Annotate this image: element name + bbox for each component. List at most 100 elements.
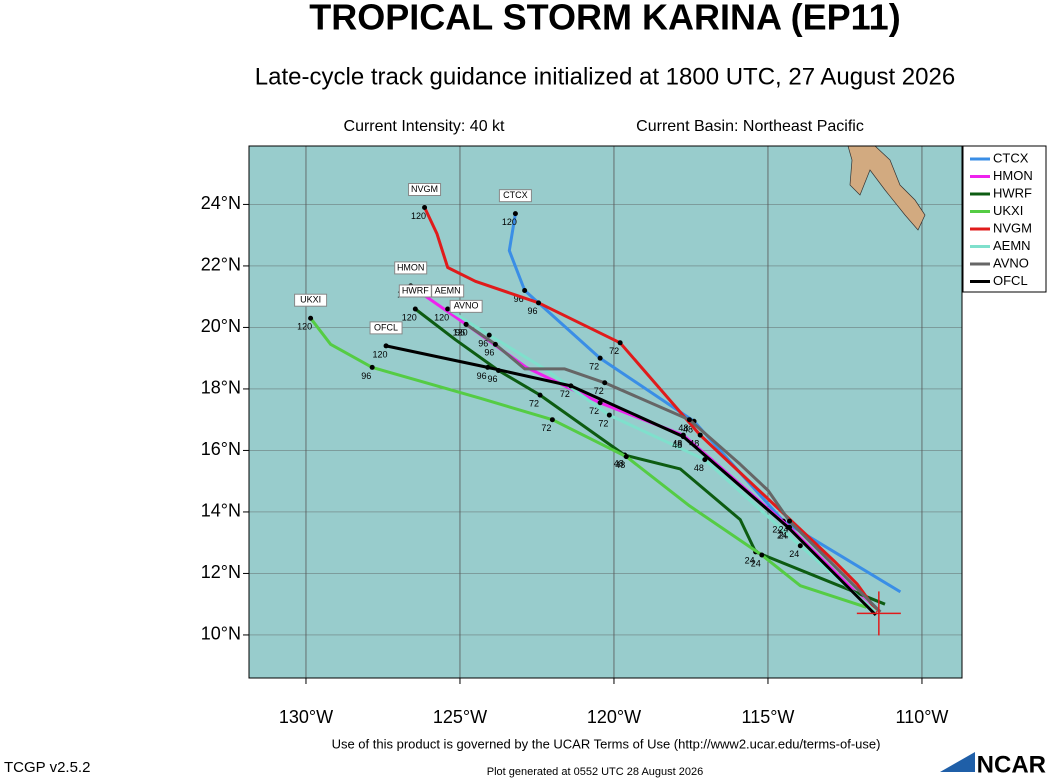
chart-subtitle: Late-cycle track guidance initialized at… xyxy=(255,63,955,90)
hour-label: 120 xyxy=(373,349,388,359)
track-point xyxy=(549,417,555,423)
track-point xyxy=(383,343,389,349)
x-tick-label: 110°W xyxy=(896,707,949,727)
legend-label: HWRF xyxy=(993,185,1032,200)
hour-label: 48 xyxy=(689,438,699,448)
legend-label: CTCX xyxy=(993,150,1029,165)
hour-label: 96 xyxy=(361,371,371,381)
x-tick-label: 125°W xyxy=(433,707,487,727)
legend-label: AEMN xyxy=(993,238,1031,253)
hour-label: 96 xyxy=(514,294,524,304)
track-label: CTCX xyxy=(503,190,528,200)
version: TCGP v2.5.2 xyxy=(4,759,90,776)
track xyxy=(423,206,879,613)
track-point xyxy=(445,306,451,312)
track-label: UKXI xyxy=(300,295,321,305)
x-tick-label: 120°W xyxy=(587,707,641,727)
track-label-box xyxy=(369,321,403,335)
track-point xyxy=(485,364,491,370)
legend-label: UKXI xyxy=(993,203,1023,218)
track xyxy=(385,344,877,617)
hour-label: 96 xyxy=(528,306,538,316)
track-label-box xyxy=(449,299,483,313)
track-label: HWRF xyxy=(402,285,429,295)
hour-label: 120 xyxy=(434,312,449,322)
track-label: AEMN xyxy=(435,285,461,295)
hour-label: 120 xyxy=(411,211,426,221)
track-point xyxy=(369,364,375,370)
y-tick-label: 14°N xyxy=(201,501,241,521)
track-point xyxy=(617,340,623,346)
hour-label: 120 xyxy=(297,322,312,332)
track-point xyxy=(308,315,314,321)
track-label-box xyxy=(498,189,532,203)
legend-label: HMON xyxy=(993,168,1033,183)
basin: Current Basin: Northeast Pacific xyxy=(636,118,864,135)
hour-label: 72 xyxy=(589,362,599,372)
track-point xyxy=(623,454,629,460)
track-label: NVGM xyxy=(411,184,438,194)
track-point xyxy=(686,417,692,423)
track-label-box xyxy=(431,284,465,298)
track-label: AVNO xyxy=(454,301,479,311)
hour-label: 96 xyxy=(484,348,494,358)
hour-label: 48 xyxy=(614,458,624,468)
track xyxy=(309,317,867,609)
track-point xyxy=(463,321,469,327)
hour-label: 72 xyxy=(598,418,608,428)
legend-label: OFCL xyxy=(993,273,1028,288)
track-label-box xyxy=(294,293,328,307)
hour-label: 24 xyxy=(779,525,789,535)
track-point xyxy=(568,383,574,389)
legend-box xyxy=(962,145,1047,293)
hour-label: 96 xyxy=(478,338,488,348)
track-point xyxy=(602,380,608,386)
hour-label: 24 xyxy=(777,531,787,541)
legend-label: NVGM xyxy=(993,220,1032,235)
track-point xyxy=(537,392,543,398)
hour-label: 24 xyxy=(789,549,799,559)
track xyxy=(465,323,882,613)
hour-label: 48 xyxy=(694,463,704,473)
hour-label: 24 xyxy=(772,525,782,535)
logo: NCAR xyxy=(977,751,1046,778)
hour-label: 24 xyxy=(745,555,755,565)
hour-label: 72 xyxy=(594,386,604,396)
hour-label: 48 xyxy=(672,440,682,450)
track-point xyxy=(697,432,703,438)
y-tick-label: 24°N xyxy=(201,193,241,213)
hour-label: 96 xyxy=(477,371,487,381)
track-label-box xyxy=(408,183,442,197)
hour-label: 96 xyxy=(487,374,497,384)
y-tick-label: 12°N xyxy=(201,562,241,582)
hour-label: 24 xyxy=(779,531,789,541)
track-point xyxy=(680,434,686,440)
x-tick-label: 115°W xyxy=(742,707,795,727)
hour-label: 48 xyxy=(672,438,682,448)
hour-label: 120 xyxy=(453,328,468,338)
chart-title: TROPICAL STORM KARINA (EP11) xyxy=(309,0,900,38)
track-point xyxy=(606,412,612,418)
track-point xyxy=(785,524,791,530)
hour-label: 72 xyxy=(589,406,599,416)
track-point xyxy=(512,211,518,217)
y-tick-label: 18°N xyxy=(201,378,241,398)
legend-label: AVNO xyxy=(993,255,1029,270)
hour-label: 72 xyxy=(529,398,539,408)
track-point xyxy=(597,400,603,406)
hour-label: 48 xyxy=(678,423,688,433)
track-label-box xyxy=(394,261,428,275)
track-point xyxy=(536,300,542,306)
hour-label: 48 xyxy=(683,425,693,435)
land xyxy=(847,145,926,231)
map-frame xyxy=(248,145,963,679)
hour-label: 72 xyxy=(609,346,619,356)
hour-label: 48 xyxy=(615,460,625,470)
generated: Plot generated at 0552 UTC 28 August 202… xyxy=(487,766,704,778)
hour-label: 72 xyxy=(541,423,551,433)
y-tick-label: 20°N xyxy=(201,316,241,336)
x-tick-label: 130°W xyxy=(279,707,333,727)
y-tick-label: 16°N xyxy=(201,439,241,459)
track-point xyxy=(759,552,765,558)
